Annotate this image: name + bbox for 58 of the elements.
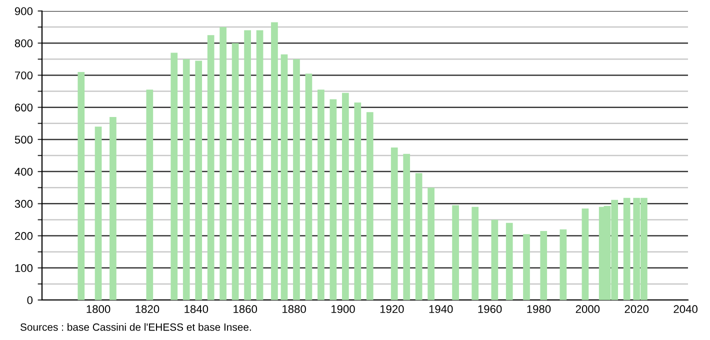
bar xyxy=(330,99,337,300)
x-tick-label: 1920 xyxy=(380,305,404,314)
bar xyxy=(342,92,349,300)
bar xyxy=(623,198,630,300)
y-tick-label: 400 xyxy=(14,168,33,176)
y-tick-label: 0 xyxy=(27,296,33,304)
bar xyxy=(280,54,288,300)
bar xyxy=(293,59,300,300)
bar xyxy=(354,102,362,300)
x-tick-label: 1860 xyxy=(234,305,258,314)
x-tick-label: 1820 xyxy=(136,305,160,314)
bar xyxy=(78,72,85,300)
x-tick-label: 1840 xyxy=(184,305,208,314)
bar xyxy=(506,222,513,300)
bar xyxy=(220,27,226,300)
x-tick-label: 1940 xyxy=(429,305,453,314)
x-tick-label: 2020 xyxy=(624,305,649,314)
bar xyxy=(428,188,434,300)
x-tick-label: 1800 xyxy=(86,305,110,314)
bar xyxy=(182,59,190,300)
x-tick-label: 2040 xyxy=(674,305,698,314)
y-tick-label: 200 xyxy=(14,232,33,240)
bar xyxy=(390,147,398,300)
bar xyxy=(366,112,374,300)
x-tick-label: 1880 xyxy=(282,305,306,314)
y-tick-label: 600 xyxy=(15,104,33,112)
bar xyxy=(403,154,410,300)
x-tick-label: 2000 xyxy=(576,305,600,314)
bar xyxy=(195,60,202,300)
x-tick-label: 1980 xyxy=(527,305,551,314)
bar xyxy=(110,116,116,300)
bar xyxy=(472,206,479,300)
bar xyxy=(305,74,312,300)
bar xyxy=(523,234,530,300)
bar xyxy=(491,220,498,300)
bar xyxy=(452,205,459,300)
bar xyxy=(146,90,154,300)
y-tick-label: 800 xyxy=(14,39,33,48)
bar xyxy=(232,43,239,300)
bar xyxy=(318,90,324,300)
bar xyxy=(244,30,251,300)
x-tick-label: 1900 xyxy=(331,305,355,314)
bar xyxy=(560,229,567,300)
bar xyxy=(256,30,264,300)
source-note: Sources : base Cassini de l'EHESS et base Insee. xyxy=(20,323,251,331)
bar xyxy=(415,173,422,300)
y-tick-label: 700 xyxy=(15,71,33,80)
x-tick-label: 1960 xyxy=(478,305,502,314)
y-tick-label: 300 xyxy=(14,200,33,208)
bar xyxy=(540,230,548,300)
bar xyxy=(582,208,589,300)
y-tick-label: 100 xyxy=(15,264,33,272)
bar xyxy=(170,52,178,300)
y-tick-label: 900 xyxy=(14,7,33,16)
bar xyxy=(207,35,214,300)
bar xyxy=(271,22,278,300)
y-tick-label: 500 xyxy=(14,136,33,144)
bar xyxy=(94,126,102,300)
